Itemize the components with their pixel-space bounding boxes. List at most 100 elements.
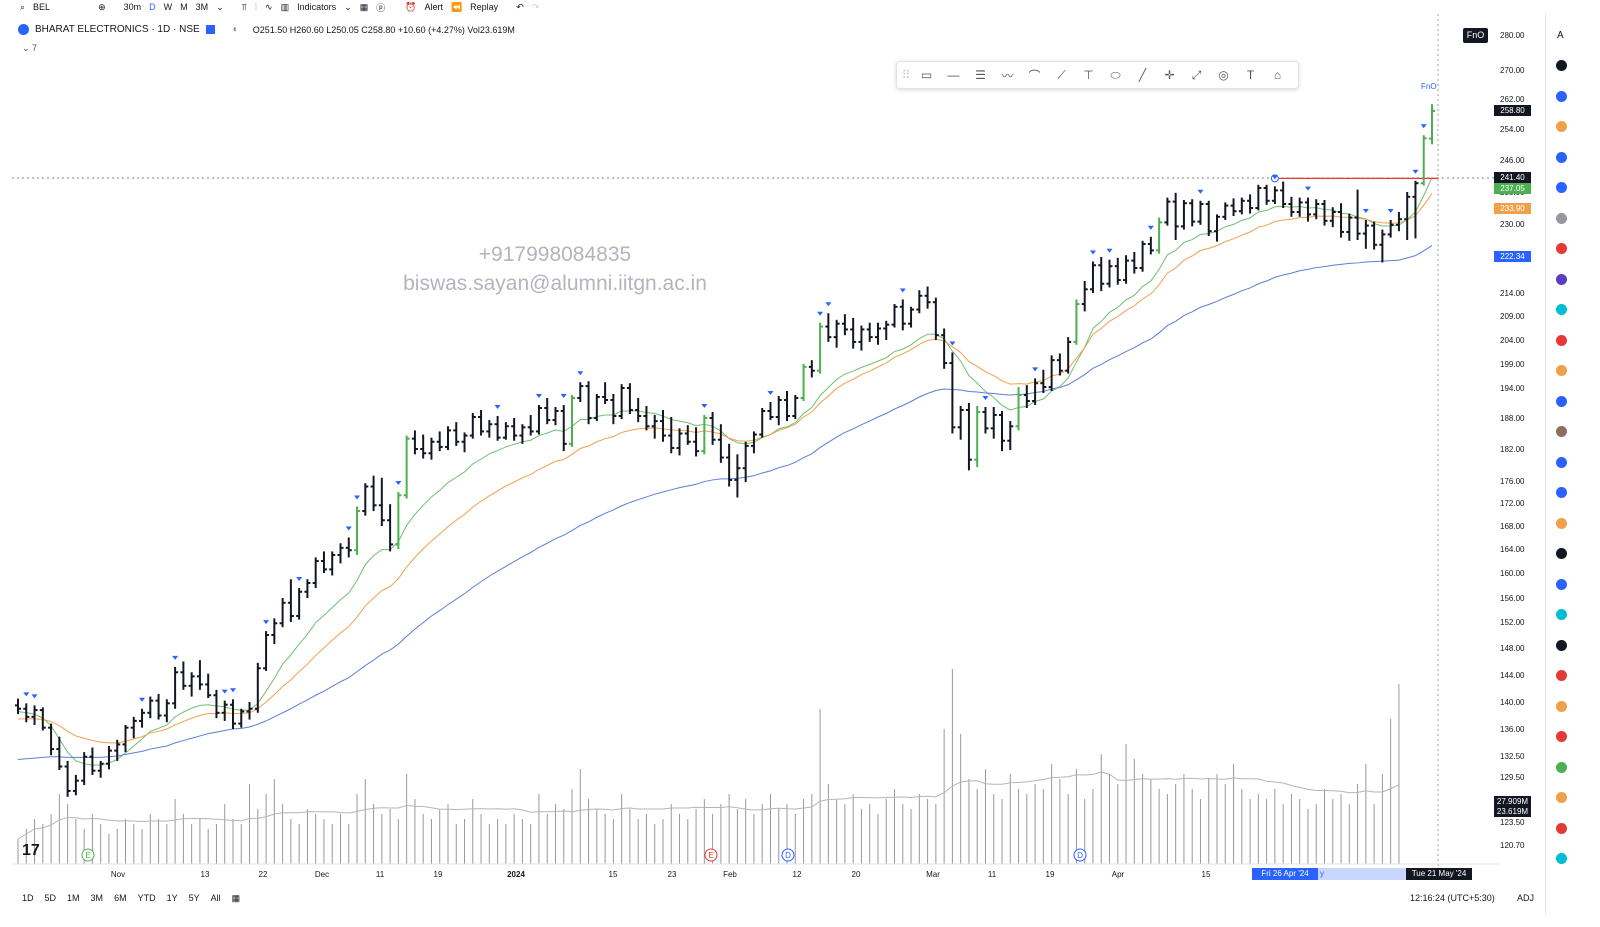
- indicators-icon[interactable]: ▥: [280, 1, 290, 12]
- circle-icon[interactable]: ◎: [1218, 68, 1229, 82]
- alert-button[interactable]: Alert: [424, 2, 443, 12]
- watchlist-symbol-icon[interactable]: [1556, 243, 1567, 254]
- y-tick-label: 152.00: [1500, 618, 1525, 627]
- y-tick-label: 254.00: [1500, 125, 1525, 134]
- signal-marker: [982, 396, 989, 400]
- indicator-collapse[interactable]: ⌄ 7: [22, 43, 38, 53]
- watchlist-symbol-icon[interactable]: [1556, 182, 1567, 193]
- watchlist-symbol-icon[interactable]: [1556, 456, 1567, 468]
- hline-icon[interactable]: —: [947, 68, 960, 82]
- watchlist-symbol-icon[interactable]: [1556, 90, 1567, 102]
- curve-icon[interactable]: ⌒: [1028, 68, 1041, 83]
- watchlist-symbol-icon[interactable]: [1556, 426, 1567, 437]
- watchlist-symbol-icon[interactable]: [1556, 395, 1567, 407]
- cross-line-icon[interactable]: ⊤: [1083, 68, 1094, 82]
- replay-icon[interactable]: ⏪: [450, 1, 463, 12]
- price-chart[interactable]: 280.00270.00262.00254.00246.00238.00230.…: [0, 14, 1545, 888]
- crosshair-icon[interactable]: ✛: [1164, 68, 1175, 82]
- watchlist-symbol-icon[interactable]: [1556, 853, 1567, 864]
- signal-marker: [354, 495, 361, 500]
- watchlist-symbol-icon[interactable]: [1556, 151, 1567, 163]
- watchlist-symbol-icon[interactable]: [1556, 304, 1567, 315]
- interval-w[interactable]: W: [163, 2, 173, 12]
- top-toolbar: ⌕ BEL ⊕ 30m D W M 3M ⌄ ⫪ ⫶ ∿ ▥ Indicator…: [0, 0, 1600, 14]
- pine-icon[interactable]: ⓟ: [376, 2, 386, 13]
- y-tick-label: 182.00: [1500, 445, 1525, 454]
- drawing-toolbar: ⠿ ▭ — ☰ 〰 ⌒ ⟋ ⊤ ⬭ ╱ ✛ ⤢ ◎ T ⌂: [896, 61, 1299, 89]
- ellipse-icon[interactable]: ⬭: [1110, 67, 1121, 82]
- add-symbol-icon[interactable]: ⊕: [98, 1, 106, 12]
- range-all[interactable]: All: [210, 893, 221, 903]
- watchlist-symbol-icon[interactable]: [1556, 487, 1567, 498]
- chevron-down-icon[interactable]: ⌄: [344, 1, 352, 12]
- templates-icon[interactable]: ▦: [359, 1, 369, 12]
- bars-style-icon[interactable]: ⫪: [241, 1, 247, 12]
- pitchfork-icon[interactable]: ⟋: [1057, 67, 1066, 82]
- ema-long-line: [17, 245, 1433, 760]
- watchlist-symbol-icon[interactable]: [1556, 548, 1567, 559]
- calendar-icon[interactable]: ▦: [231, 892, 241, 903]
- watchlist-symbol-icon[interactable]: [1556, 212, 1567, 224]
- watchlist-symbol-icon[interactable]: [1556, 731, 1567, 742]
- candles-icon[interactable]: ⫶: [254, 1, 258, 12]
- volume-ma-line: [17, 771, 1400, 840]
- range-3m[interactable]: 3M: [90, 893, 104, 903]
- range-1y[interactable]: 1Y: [166, 893, 178, 903]
- watchlist-symbol-icon[interactable]: [1556, 639, 1567, 651]
- watchlist-symbol-icon[interactable]: [1556, 273, 1567, 285]
- parallel-channel-icon[interactable]: ☰: [975, 68, 986, 82]
- interval-3m[interactable]: 3M: [195, 2, 209, 12]
- search-icon[interactable]: ⌕: [20, 1, 26, 12]
- x-tick-label: 15: [1202, 870, 1211, 879]
- watchlist-symbol-icon[interactable]: [1556, 60, 1567, 71]
- watchlist-symbol-icon[interactable]: [1556, 121, 1567, 132]
- watchlist-symbol-icon[interactable]: [1556, 670, 1567, 681]
- trendline-icon[interactable]: ╱: [1138, 68, 1147, 82]
- redo-icon[interactable]: ↷: [531, 1, 540, 12]
- range-6m[interactable]: 6M: [114, 893, 127, 903]
- indicators-button[interactable]: Indicators: [297, 2, 337, 12]
- range-1d[interactable]: 1D: [22, 893, 34, 903]
- y-tick-label: 204.00: [1500, 336, 1525, 345]
- ray-icon[interactable]: ⤢: [1191, 67, 1202, 82]
- signal-marker: [494, 405, 501, 409]
- watchlist-symbol-icon[interactable]: [1556, 334, 1567, 346]
- interval-30m[interactable]: 30m: [123, 2, 142, 12]
- fno-badge[interactable]: FnO: [1463, 28, 1488, 43]
- y-tick-label: 144.00: [1500, 671, 1525, 680]
- signal-marker: [345, 526, 352, 531]
- brush-icon[interactable]: ⌂: [1273, 68, 1282, 82]
- watchlist-header[interactable]: A: [1557, 30, 1564, 41]
- watchlist-symbol-icon[interactable]: [1556, 822, 1567, 834]
- watchlist-symbol-icon[interactable]: [1556, 365, 1567, 376]
- range-5d[interactable]: 5D: [44, 893, 57, 903]
- watchlist-symbol-icon[interactable]: [1556, 578, 1567, 590]
- path-icon[interactable]: 〰: [1001, 68, 1014, 83]
- watchlist-symbol-icon[interactable]: [1556, 700, 1567, 712]
- text-icon[interactable]: T: [1246, 68, 1255, 82]
- undo-icon[interactable]: ↶: [516, 1, 524, 12]
- interval-d[interactable]: D: [149, 2, 156, 12]
- interval-m[interactable]: M: [180, 2, 188, 12]
- rectangle-icon[interactable]: ▭: [920, 68, 933, 82]
- symbol-title[interactable]: BHARAT ELECTRONICS · 1D · NSE: [35, 24, 200, 35]
- watchlist-symbol-icon[interactable]: [1556, 761, 1567, 773]
- watchlist-symbol-icon[interactable]: [1556, 792, 1567, 803]
- flag-icon[interactable]: [205, 25, 215, 34]
- fno-marker: FnO: [1421, 82, 1437, 91]
- alert-icon[interactable]: ⏰: [405, 1, 417, 12]
- range-5y[interactable]: 5Y: [188, 893, 200, 903]
- x-tick-label: 19: [434, 870, 443, 879]
- tradingview-logo[interactable]: 17: [22, 842, 40, 859]
- watchlist-symbol-icon[interactable]: [1556, 609, 1567, 620]
- adj-toggle[interactable]: ADJ: [1517, 893, 1535, 903]
- line-chart-icon[interactable]: ∿: [265, 1, 273, 12]
- clock[interactable]: 12:16:24 (UTC+5:30): [1410, 893, 1495, 903]
- symbol-search[interactable]: BEL: [33, 2, 51, 12]
- chevron-down-icon[interactable]: ⌄: [216, 1, 224, 12]
- range-1m[interactable]: 1M: [67, 893, 80, 903]
- drag-handle-icon[interactable]: ⠿: [901, 68, 911, 82]
- range-ytd[interactable]: YTD: [137, 893, 156, 903]
- watchlist-symbol-icon[interactable]: [1556, 517, 1567, 529]
- replay-button[interactable]: Replay: [470, 2, 499, 12]
